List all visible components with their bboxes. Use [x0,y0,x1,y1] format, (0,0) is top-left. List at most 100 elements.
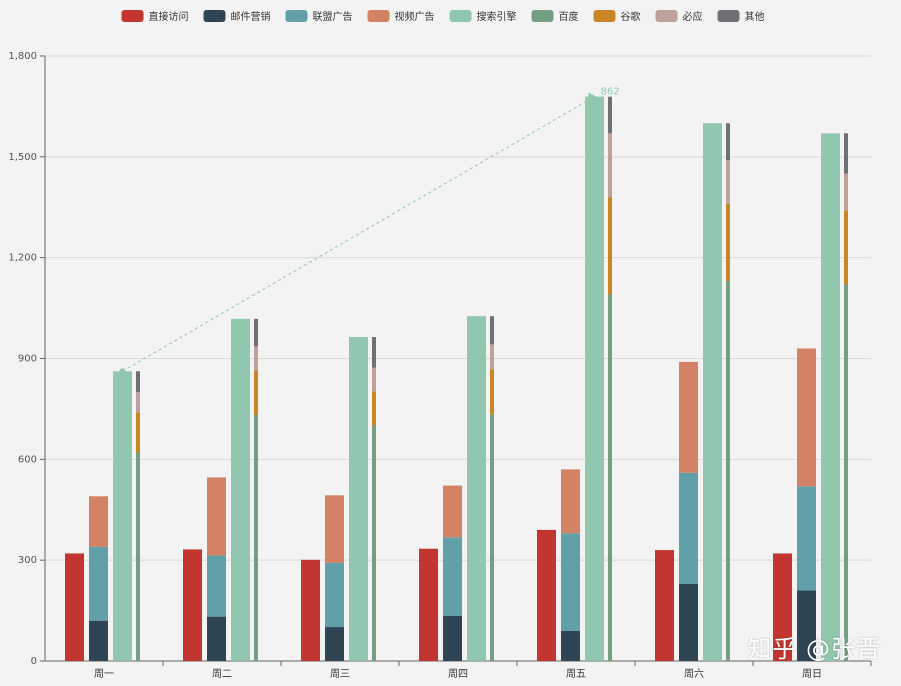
legend-swatch[interactable] [449,10,472,22]
legend-label[interactable]: 搜索引擎 [477,10,517,23]
watermark-text: 知乎 @张晋 [747,635,881,663]
x-tick-label: 周五 [566,668,586,680]
legend-swatch[interactable] [717,10,740,22]
bar-engine[interactable] [254,318,258,347]
bar-direct[interactable] [65,553,84,661]
bar-engine[interactable] [608,133,612,198]
bar-engine[interactable] [726,160,730,204]
bar-direct[interactable] [419,548,438,661]
y-tick-label: 0 [31,656,37,667]
bar-direct[interactable] [183,549,202,661]
y-tick-label: 1,200 [8,253,37,264]
legend-label[interactable]: 谷歌 [621,10,641,23]
bar-ad[interactable] [443,537,462,616]
bar-search[interactable] [585,96,604,662]
bar-engine[interactable] [372,425,376,661]
x-tick-label: 周一 [94,668,114,680]
bar-engine[interactable] [136,412,140,453]
markline-arrow [588,92,597,101]
bar-ad[interactable] [679,583,698,661]
y-tick-label: 600 [18,454,37,465]
bar-engine[interactable] [372,391,376,426]
bar-engine[interactable] [490,316,494,345]
bar-search[interactable] [703,123,722,661]
markline-start-point [119,368,126,375]
x-tick-label: 周六 [684,668,704,680]
bar-ad[interactable] [443,485,462,538]
bar-ad[interactable] [561,533,580,631]
legend-label[interactable]: 直接访问 [149,10,189,23]
legend-swatch[interactable] [203,10,226,22]
bar-engine[interactable] [726,203,730,282]
bar-engine[interactable] [608,96,612,134]
bar-engine[interactable] [372,336,376,368]
bar-engine[interactable] [844,210,848,285]
bar-ad[interactable] [797,590,816,661]
legend-swatch[interactable] [655,10,678,22]
bar-ad[interactable] [679,472,698,584]
legend-label[interactable]: 必应 [683,10,703,23]
x-tick-label: 周日 [802,668,822,680]
y-tick-label: 1,500 [8,152,37,163]
bar-engine[interactable] [844,284,848,661]
legend-swatch[interactable] [593,10,616,22]
bar-engine[interactable] [136,392,140,413]
bar-engine[interactable] [254,346,258,371]
bar-ad[interactable] [561,469,580,534]
bar-engine[interactable] [726,123,730,161]
bar-ad[interactable] [325,562,344,628]
bar-engine[interactable] [608,294,612,661]
bar-ad[interactable] [207,616,226,661]
x-tick-label: 周二 [212,668,232,680]
legend-swatch[interactable] [531,10,554,22]
bar-search[interactable] [113,371,132,661]
bar-engine[interactable] [490,369,494,415]
bar-ad[interactable] [797,486,816,591]
bar-ad[interactable] [797,348,816,487]
bar-search[interactable] [231,318,250,661]
bar-search[interactable] [467,316,486,661]
y-tick-label: 300 [18,555,37,566]
bar-ad[interactable] [207,555,226,617]
legend-swatch[interactable] [367,10,390,22]
bar-engine[interactable] [726,281,730,661]
bar-engine[interactable] [136,452,140,661]
bar-engine[interactable] [608,197,612,295]
bar-ad[interactable] [561,630,580,661]
bar-engine[interactable] [254,370,258,415]
bar-direct[interactable] [537,529,556,661]
bar-ad[interactable] [89,620,108,661]
bar-engine[interactable] [844,133,848,174]
legend-label[interactable]: 视频广告 [395,10,435,23]
bar-ad[interactable] [443,615,462,661]
legend-label[interactable]: 邮件营销 [231,10,271,23]
bar-direct[interactable] [773,553,792,661]
x-tick-label: 周三 [330,668,350,680]
bar-engine[interactable] [844,173,848,211]
bar-ad[interactable] [207,477,226,556]
bar-engine[interactable] [136,371,140,393]
bar-search[interactable] [821,133,840,662]
y-tick-label: 1,800 [8,51,37,62]
legend-label[interactable]: 联盟广告 [313,10,353,23]
bar-engine[interactable] [372,367,376,392]
bar-ad[interactable] [89,546,108,621]
bar-ad[interactable] [679,361,698,473]
bar-ad[interactable] [325,627,344,661]
markline [122,96,595,372]
legend-swatch[interactable] [121,10,144,22]
bar-direct[interactable] [655,550,674,661]
bar-search[interactable] [349,336,368,661]
bar-engine[interactable] [254,414,258,661]
bar-engine[interactable] [490,344,494,370]
bar-engine[interactable] [490,414,494,661]
bar-ad[interactable] [325,495,344,563]
legend-label[interactable]: 其他 [745,10,765,23]
bar-ad[interactable] [89,496,108,547]
markline-label: 862 [601,87,620,98]
bar-direct[interactable] [301,559,320,661]
legend-label[interactable]: 百度 [559,10,579,23]
legend-swatch[interactable] [285,10,308,22]
